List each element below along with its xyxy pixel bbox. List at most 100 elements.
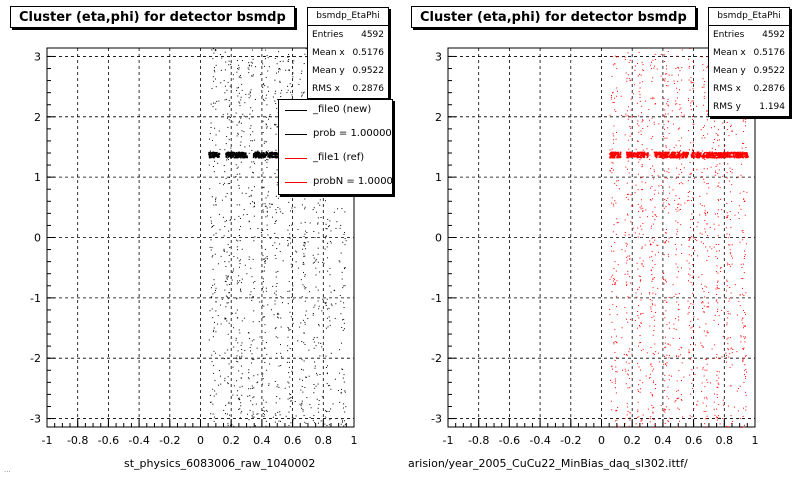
scatter-point (678, 397, 680, 399)
scatter-point (303, 91, 305, 93)
scatter-point (287, 56, 289, 58)
scatter-point (699, 195, 701, 197)
scatter-point (688, 199, 690, 201)
scatter-point (645, 209, 647, 211)
scatter-point (219, 148, 221, 150)
scatter-point (288, 280, 290, 282)
scatter-point (730, 191, 732, 193)
scatter-point (343, 307, 345, 309)
scatter-point (215, 287, 217, 289)
scatter-point (616, 371, 618, 373)
scatter-point (626, 285, 628, 287)
scatter-point (313, 347, 315, 349)
scatter-point (221, 199, 223, 201)
scatter-point (715, 172, 717, 174)
scatter-point (636, 416, 638, 418)
scatter-point (702, 127, 704, 129)
scatter-point (627, 369, 629, 371)
scatter-point (662, 181, 664, 183)
scatter-point (279, 420, 281, 422)
scatter-point (268, 118, 270, 120)
scatter-point (717, 213, 719, 215)
band-point (256, 153, 259, 155)
scatter-point (217, 315, 219, 317)
scatter-point (215, 49, 217, 51)
scatter-point (678, 308, 680, 310)
band-point (253, 152, 255, 155)
scatter-point (639, 73, 641, 75)
scatter-point (727, 163, 729, 165)
scatter-point (236, 317, 238, 319)
scatter-point (213, 279, 215, 281)
scatter-point (211, 308, 213, 310)
scatter-point (330, 408, 332, 410)
scatter-point (212, 388, 214, 390)
scatter-point (345, 406, 347, 408)
scatter-point (718, 371, 720, 373)
scatter-point (743, 426, 745, 428)
scatter-point (251, 149, 253, 151)
scatter-point (238, 399, 240, 401)
scatter-point (342, 287, 344, 289)
scatter-point (681, 79, 683, 81)
scatter-point (326, 298, 328, 300)
scatter-point (637, 268, 639, 270)
scatter-point (218, 130, 220, 132)
band-point (677, 156, 680, 159)
scatter-point (264, 332, 266, 334)
scatter-point (649, 418, 651, 420)
scatter-point (692, 360, 694, 362)
scatter-point (692, 118, 694, 120)
scatter-point (275, 123, 277, 125)
scatter-point (632, 116, 634, 118)
scatter-point (220, 69, 222, 71)
scatter-point (703, 243, 705, 245)
scatter-point (629, 79, 631, 81)
scatter-point (624, 219, 626, 221)
scatter-point (337, 390, 339, 392)
scatter-point (736, 314, 738, 316)
scatter-point (637, 75, 639, 77)
band-point (635, 155, 637, 157)
scatter-point (639, 279, 641, 281)
scatter-point (667, 127, 669, 129)
scatter-point (303, 244, 305, 246)
scatter-point (287, 85, 289, 87)
scatter-point (743, 357, 745, 359)
scatter-point (314, 237, 316, 239)
scatter-point (274, 292, 276, 294)
scatter-point (212, 76, 214, 78)
scatter-point (227, 357, 229, 359)
scatter-point (654, 423, 656, 425)
scatter-point (629, 125, 631, 127)
scatter-point (692, 387, 694, 389)
scatter-point (701, 86, 703, 88)
scatter-point (214, 49, 216, 51)
scatter-point (313, 337, 315, 339)
scatter-point (337, 208, 339, 210)
scatter-point (225, 404, 227, 406)
scatter-point (662, 190, 664, 192)
legend-swatch (285, 182, 307, 183)
scatter-point (716, 386, 718, 388)
scatter-point (665, 146, 667, 148)
scatter-point (248, 68, 250, 70)
scatter-point (611, 95, 613, 97)
scatter-point (688, 65, 690, 67)
band-point (244, 154, 246, 156)
scatter-point (625, 370, 627, 372)
scatter-point (213, 395, 215, 397)
scatter-point (226, 159, 228, 161)
scatter-point (706, 286, 708, 288)
scatter-point (629, 348, 631, 350)
scatter-point (276, 107, 278, 109)
band-point (616, 152, 618, 155)
scatter-point (652, 370, 654, 372)
scatter-point (651, 237, 653, 239)
band-point (262, 156, 265, 159)
scatter-point (719, 267, 721, 269)
scatter-point (275, 290, 277, 292)
band-point (730, 151, 733, 154)
scatter-point (312, 262, 314, 264)
scatter-point (327, 270, 329, 272)
